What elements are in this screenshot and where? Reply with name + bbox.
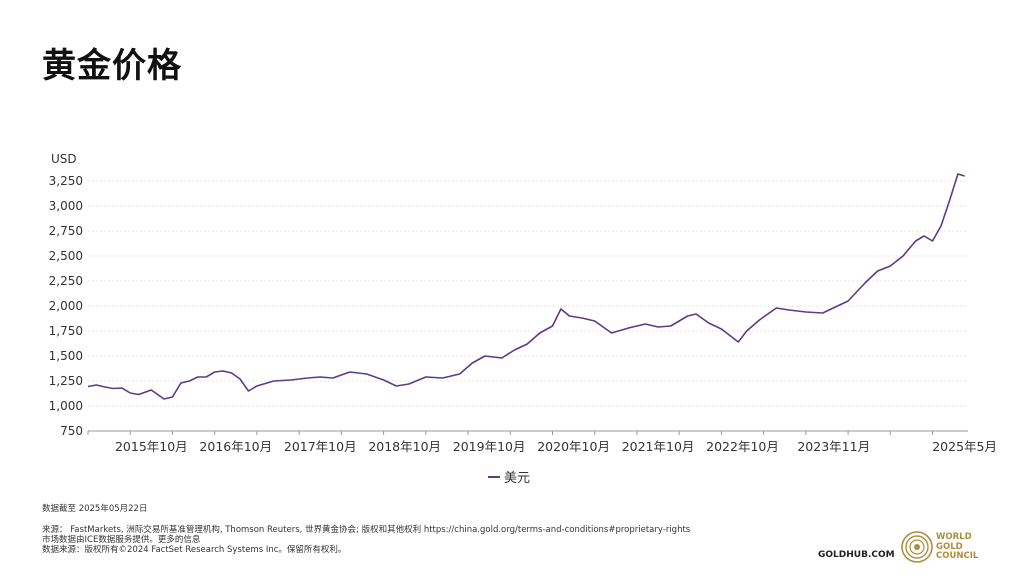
x-tick-label: 2016年10月: [199, 439, 272, 454]
y-tick-label: 1,000: [49, 399, 83, 413]
wgc-line-2: GOLD: [936, 541, 963, 552]
y-tick-label: 1,750: [49, 324, 83, 338]
goldhub-link[interactable]: GOLDHUB.COM: [818, 550, 895, 560]
y-axis: 750 1,000 1,250 1,500 1,750 2,000 2,250 2,500 2,…: [49, 174, 83, 438]
wgc-line-3: COUNCIL: [936, 551, 979, 561]
y-tick-label: 1,500: [49, 349, 83, 363]
x-tick-label: 2021年10月: [622, 439, 695, 454]
x-tick-label: 2022年10月: [706, 439, 779, 454]
y-tick-label: 3,000: [49, 199, 83, 213]
x-tick-label: 2015年10月: [115, 439, 188, 454]
source-line-2: 市场数据由ICE数据服务提供。更多的信息: [42, 535, 201, 545]
data-as-of: 数据截至 2025年05月22日: [42, 504, 148, 514]
y-tick-label: 3,250: [49, 174, 83, 188]
page-title: 黄金价格: [42, 46, 182, 86]
y-axis-label: USD: [51, 152, 77, 166]
y-tick-label: 2,500: [49, 249, 83, 263]
y-tick-label: 1,250: [49, 374, 83, 388]
legend-label: 美元: [504, 471, 530, 486]
y-tick-label: 2,250: [49, 274, 83, 288]
x-tick-label: 2018年10月: [368, 439, 441, 454]
x-tick-label: 2023年11月: [797, 439, 870, 454]
x-tick-label: 2019年10月: [453, 439, 526, 454]
y-tick-label: 750: [60, 424, 83, 438]
y-tick-label: 2,750: [49, 224, 83, 238]
x-tick-label: 2020年10月: [537, 439, 610, 454]
wgc-line-1: WORLD: [936, 532, 972, 542]
x-tick-label: 2025年5月: [932, 439, 997, 454]
x-axis: 2015年10月 2016年10月 2017年10月 2018年10月 2019年10月…: [87, 430, 997, 454]
series-layer: [87, 173, 965, 400]
wgc-wordmark: WORLD GOLD COUNCIL: [936, 532, 979, 562]
x-tick-label: 2017年10月: [284, 439, 357, 454]
wgc-logo-icon: [901, 531, 933, 563]
series-line: [87, 173, 965, 400]
y-tick-label: 2,000: [49, 299, 83, 313]
legend: 美元: [488, 471, 530, 486]
source-notes: 来源： FastMarkets, 洲际交易所基准管理机构, Thomson Re…: [42, 525, 690, 555]
source-line-3: 数据来源：版权所有©2024 FactSet Research Systems …: [42, 545, 347, 555]
source-line-1[interactable]: 来源： FastMarkets, 洲际交易所基准管理机构, Thomson Re…: [42, 525, 691, 535]
